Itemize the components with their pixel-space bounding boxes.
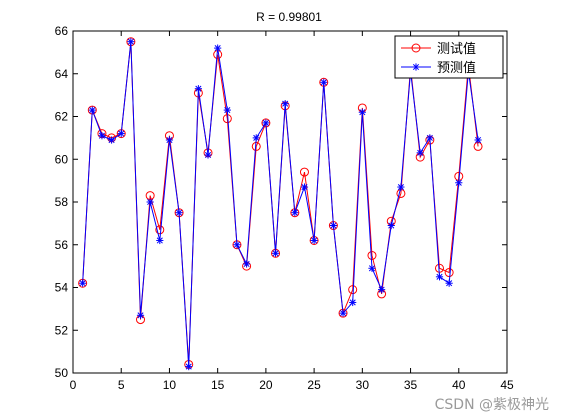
data-point [339, 309, 347, 317]
chart-title: R = 0.99801 [256, 10, 322, 24]
x-tick-label: 5 [118, 378, 125, 392]
x-tick-label: 40 [452, 378, 466, 392]
y-tick-label: 60 [55, 152, 69, 166]
x-tick-label: 25 [307, 378, 321, 392]
y-tick-label: 66 [55, 24, 69, 38]
data-point [455, 179, 463, 187]
data-point [445, 279, 453, 287]
data-point [98, 132, 106, 140]
data-point [387, 221, 395, 230]
data-point [243, 260, 251, 268]
data-point [262, 119, 270, 127]
data-point [299, 167, 309, 177]
data-point [146, 198, 154, 206]
x-tick-label: 15 [211, 378, 225, 392]
data-point [444, 268, 454, 278]
series-layer [78, 37, 483, 371]
y-tick-label: 58 [55, 195, 69, 209]
data-point [155, 225, 165, 235]
data-point [156, 236, 164, 245]
data-point [223, 106, 231, 114]
data-point [416, 149, 424, 157]
data-point [329, 221, 337, 230]
data-point [165, 136, 174, 144]
data-point [204, 151, 212, 159]
data-point [194, 85, 202, 93]
watermark: CSDN @紫极神光 [434, 397, 549, 413]
legend-label: 测试值 [437, 41, 476, 57]
plot-area [72, 30, 508, 374]
x-tick-label: 0 [70, 378, 77, 392]
data-point [367, 250, 377, 260]
y-tick-label: 62 [55, 110, 69, 124]
data-point [358, 108, 366, 116]
data-point [310, 236, 318, 245]
series-2 [79, 38, 482, 371]
data-point [426, 134, 434, 142]
y-axis: 50 52 54 56 58 60 62 64 66 [55, 24, 507, 380]
data-point [185, 362, 193, 371]
data-point [88, 106, 96, 114]
data-point [127, 38, 135, 46]
data-point [320, 78, 328, 86]
data-point [79, 279, 87, 287]
x-tick-label: 35 [404, 378, 418, 392]
y-tick-label: 50 [55, 366, 69, 380]
y-tick-label: 54 [55, 281, 69, 295]
legend-label: 预测值 [437, 60, 476, 76]
x-axis: 0 5 10 15 20 25 30 35 40 45 [70, 31, 514, 392]
data-point [136, 311, 145, 319]
data-point [175, 209, 183, 217]
y-tick-label: 52 [55, 323, 69, 337]
data-point [349, 298, 357, 307]
x-tick-label: 45 [500, 378, 514, 392]
data-point [300, 183, 309, 191]
data-point [281, 100, 289, 108]
data-point [397, 183, 405, 191]
legend-box [394, 35, 504, 79]
data-point [214, 44, 222, 52]
series-line [82, 41, 479, 367]
data-point [474, 136, 482, 144]
data-point [107, 136, 116, 144]
data-point [368, 264, 376, 272]
data-point [252, 134, 260, 142]
data-point [435, 273, 444, 281]
data-point [378, 286, 386, 294]
data-point [291, 209, 299, 217]
legend-marker [411, 43, 421, 53]
data-point [233, 241, 241, 249]
x-tick-label: 10 [163, 378, 177, 392]
y-tick-label: 56 [55, 238, 69, 252]
x-tick-label: 20 [259, 378, 273, 392]
x-tick-label: 30 [356, 378, 370, 392]
y-tick-label: 64 [55, 67, 69, 81]
data-point [117, 130, 125, 138]
data-point [271, 249, 280, 257]
legend-marker [412, 63, 420, 71]
